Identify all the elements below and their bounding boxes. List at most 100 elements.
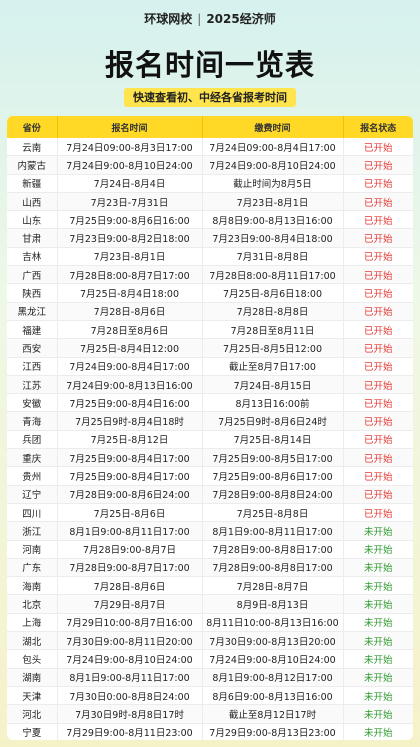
table-row: 西安 7月25日-8月4日12:00 7月25日-8月5日12:00 已开始 bbox=[7, 338, 413, 358]
table-row: 重庆 7月25日9:00-8月4日17:00 7月25日9:00-8月5日17:00… bbox=[7, 448, 413, 468]
register-time-cell: 7月25日9:00-8月4日16:00 bbox=[57, 393, 203, 413]
table-row: 河北 7月30日9时-8月8日17时 截止至8月12日17时 未开始 bbox=[7, 704, 413, 724]
status-badge: 已开始 bbox=[343, 357, 413, 376]
province-cell: 山东 bbox=[7, 210, 58, 230]
province-cell: 湖北 bbox=[7, 631, 58, 651]
register-time-cell: 7月25日-8月12日 bbox=[57, 430, 203, 450]
table-header-row: 省份 报名时间 缴费时间 报名状态 bbox=[7, 116, 413, 138]
payment-time-cell: 7月28日9:00-8月8日17:00 bbox=[202, 558, 344, 578]
payment-time-cell: 7月24日9:00-8月10日24:00 bbox=[202, 649, 344, 669]
status-badge: 已开始 bbox=[343, 247, 413, 267]
register-time-cell: 7月30日0:00-8月8日24:00 bbox=[57, 686, 203, 706]
province-cell: 河南 bbox=[7, 540, 58, 559]
status-badge: 已开始 bbox=[343, 228, 413, 248]
register-time-cell: 7月24日9:00-8月10日24:00 bbox=[57, 649, 203, 669]
table-row: 云南 7月24日09:00-8月3日17:00 7月24日09:00-8月4日17:… bbox=[7, 138, 413, 157]
register-time-cell: 7月28日9:00-8月7日 bbox=[57, 540, 203, 559]
register-time-cell: 7月24日-8月4日 bbox=[57, 174, 203, 193]
table-row: 北京 7月29日-8月7日 8月9日-8月13日 未开始 bbox=[7, 594, 413, 614]
province-cell: 湖南 bbox=[7, 668, 58, 687]
payment-time-cell: 截止至8月12日17时 bbox=[202, 704, 344, 724]
status-badge: 未开始 bbox=[343, 594, 413, 614]
status-badge: 未开始 bbox=[343, 613, 413, 633]
status-badge: 已开始 bbox=[343, 302, 413, 321]
payment-time-cell: 8月1日9:00-8月11日17:00 bbox=[202, 521, 344, 541]
province-cell: 黑龙江 bbox=[7, 302, 58, 321]
register-time-cell: 7月28日8:00-8月7日17:00 bbox=[57, 265, 203, 285]
status-badge: 未开始 bbox=[343, 540, 413, 559]
table-row: 四川 7月25日-8月6日 7月25日-8月8日 已开始 bbox=[7, 503, 413, 523]
status-badge: 已开始 bbox=[343, 265, 413, 285]
register-time-cell: 7月24日09:00-8月3日17:00 bbox=[57, 138, 203, 157]
payment-time-cell: 7月25日9:00-8月5日17:00 bbox=[202, 448, 344, 468]
register-time-cell: 7月25日9:00-8月6日16:00 bbox=[57, 210, 203, 230]
page-title: 报名时间一览表 bbox=[104, 48, 315, 82]
register-time-cell: 7月23日-7月31日 bbox=[57, 192, 203, 212]
column-header-status: 报名状态 bbox=[343, 116, 413, 138]
column-header-payment: 缴费时间 bbox=[202, 116, 344, 138]
payment-time-cell: 7月31日-8月8日 bbox=[202, 247, 344, 267]
brand-separator: | bbox=[197, 12, 202, 26]
status-badge: 已开始 bbox=[343, 503, 413, 523]
status-badge: 已开始 bbox=[343, 430, 413, 450]
table-row: 湖南 8月1日9:00-8月11日17:00 8月1日9:00-8月12日17:00… bbox=[7, 668, 413, 687]
table-row: 江西 7月24日9:00-8月4日17:00 截止至8月7日17:00 已开始 bbox=[7, 357, 413, 376]
status-badge: 未开始 bbox=[343, 521, 413, 541]
table-row: 兵团 7月25日-8月12日 7月25日-8月14日 已开始 bbox=[7, 430, 413, 450]
province-cell: 辽宁 bbox=[7, 485, 58, 504]
register-time-cell: 7月25日-8月4日12:00 bbox=[57, 338, 203, 358]
register-time-cell: 7月28日-8月6日 bbox=[57, 302, 203, 321]
payment-time-cell: 8月13日16:00前 bbox=[202, 393, 344, 413]
table-row: 青海 7月25日9时-8月4日18时 7月25日9时-8月6日24时 已开始 bbox=[7, 411, 413, 431]
province-cell: 吉林 bbox=[7, 247, 58, 267]
register-time-cell: 7月29日-8月7日 bbox=[57, 594, 203, 614]
payment-time-cell: 7月24日9:00-8月10日24:00 bbox=[202, 155, 344, 175]
schedule-table: 省份 报名时间 缴费时间 报名状态 云南 7月24日09:00-8月3日17:00… bbox=[7, 116, 413, 740]
province-cell: 云南 bbox=[7, 138, 58, 157]
table-row: 黑龙江 7月28日-8月6日 7月28日-8月8日 已开始 bbox=[7, 302, 413, 321]
province-cell: 广西 bbox=[7, 265, 58, 285]
brand-line: 环球网校 | 2025经济师 bbox=[0, 10, 420, 27]
payment-time-cell: 7月24日09:00-8月4日17:00 bbox=[202, 138, 344, 157]
province-cell: 包头 bbox=[7, 649, 58, 669]
province-cell: 山西 bbox=[7, 192, 58, 212]
table-row: 福建 7月28日至8月6日 7月28日至8月11日 已开始 bbox=[7, 320, 413, 340]
payment-time-cell: 7月25日9时-8月6日24时 bbox=[202, 411, 344, 431]
status-badge: 已开始 bbox=[343, 393, 413, 413]
table-row: 辽宁 7月28日9:00-8月6日24:00 7月28日9:00-8月8日24:00… bbox=[7, 485, 413, 504]
province-cell: 陕西 bbox=[7, 283, 58, 303]
province-cell: 浙江 bbox=[7, 521, 58, 541]
province-cell: 江西 bbox=[7, 357, 58, 376]
status-badge: 未开始 bbox=[343, 686, 413, 706]
table-row: 广西 7月28日8:00-8月7日17:00 7月28日8:00-8月11日17:0… bbox=[7, 265, 413, 285]
table-row: 上海 7月29日10:00-8月7日16:00 8月11日10:00-8月13日16… bbox=[7, 613, 413, 633]
table-row: 广东 7月28日9:00-8月7日17:00 7月28日9:00-8月8日17:00… bbox=[7, 558, 413, 578]
register-time-cell: 7月25日-8月6日 bbox=[57, 503, 203, 523]
payment-time-cell: 7月25日9:00-8月6日17:00 bbox=[202, 466, 344, 486]
status-badge: 已开始 bbox=[343, 192, 413, 212]
register-time-cell: 7月25日9:00-8月4日17:00 bbox=[57, 448, 203, 468]
payment-time-cell: 8月6日9:00-8月13日16:00 bbox=[202, 686, 344, 706]
register-time-cell: 7月25日-8月4日18:00 bbox=[57, 283, 203, 303]
status-badge: 已开始 bbox=[343, 466, 413, 486]
register-time-cell: 8月1日9:00-8月11日17:00 bbox=[57, 668, 203, 687]
payment-time-cell: 7月28日9:00-8月8日17:00 bbox=[202, 540, 344, 559]
register-time-cell: 7月24日9:00-8月10日24:00 bbox=[57, 155, 203, 175]
register-time-cell: 7月28日9:00-8月7日17:00 bbox=[57, 558, 203, 578]
status-badge: 已开始 bbox=[343, 338, 413, 358]
province-cell: 兵团 bbox=[7, 430, 58, 450]
province-cell: 河北 bbox=[7, 704, 58, 724]
status-badge: 未开始 bbox=[343, 558, 413, 578]
table-row: 内蒙古 7月24日9:00-8月10日24:00 7月24日9:00-8月10日24… bbox=[7, 155, 413, 175]
payment-time-cell: 8月11日10:00-8月13日16:00 bbox=[202, 613, 344, 633]
table-row: 天津 7月30日0:00-8月8日24:00 8月6日9:00-8月13日16:00… bbox=[7, 686, 413, 706]
status-badge: 已开始 bbox=[343, 320, 413, 340]
table-row: 河南 7月28日9:00-8月7日 7月28日9:00-8月8日17:00 未开始 bbox=[7, 540, 413, 559]
province-cell: 甘肃 bbox=[7, 228, 58, 248]
brand-logo-text: 环球网校 bbox=[144, 12, 193, 26]
register-time-cell: 7月24日9:00-8月4日17:00 bbox=[57, 357, 203, 376]
payment-time-cell: 8月9日-8月13日 bbox=[202, 594, 344, 614]
register-time-cell: 7月28日9:00-8月6日24:00 bbox=[57, 485, 203, 504]
table-row: 山东 7月25日9:00-8月6日16:00 8月8日9:00-8月13日16:00… bbox=[7, 210, 413, 230]
status-badge: 未开始 bbox=[343, 668, 413, 687]
